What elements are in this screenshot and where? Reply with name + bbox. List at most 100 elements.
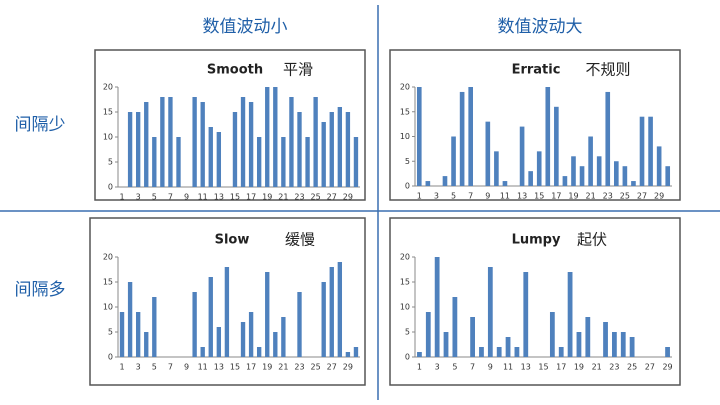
x-tick-label: 5 (152, 363, 157, 372)
x-tick-label: 15 (230, 193, 240, 202)
x-tick-label: 29 (662, 363, 672, 372)
x-tick-label: 23 (603, 192, 613, 201)
x-tick-label: 21 (586, 192, 596, 201)
bar (554, 106, 559, 186)
y-tick-label: 20 (103, 83, 113, 92)
x-tick-label: 19 (574, 363, 584, 372)
y-tick-label: 15 (103, 278, 113, 287)
bar (240, 322, 246, 357)
y-tick-label: 0 (108, 353, 113, 362)
bar (656, 146, 662, 186)
bar (216, 327, 222, 357)
bar (470, 317, 475, 357)
bar (496, 347, 502, 357)
bar (479, 347, 484, 357)
y-tick-label: 5 (405, 328, 410, 337)
bar (425, 312, 431, 357)
x-tick-label: 25 (620, 192, 630, 201)
bar (451, 136, 456, 186)
bar (571, 156, 576, 186)
bar (127, 282, 133, 357)
x-tick-label: 7 (168, 363, 173, 372)
y-tick-label: 10 (400, 303, 410, 312)
bar (321, 282, 326, 357)
x-tick-label: 15 (230, 363, 240, 372)
x-tick-label: 15 (538, 363, 548, 372)
y-tick-label: 5 (108, 328, 113, 337)
bar (337, 107, 343, 187)
bar (265, 87, 270, 187)
x-tick-label: 21 (592, 363, 602, 372)
bar (417, 352, 422, 357)
bar (494, 151, 499, 186)
x-tick-label: 15 (534, 192, 544, 201)
bar (281, 317, 286, 357)
x-tick-label: 17 (246, 193, 256, 202)
x-tick-label: 9 (485, 192, 490, 201)
x-tick-label: 19 (262, 193, 272, 202)
bar (135, 112, 141, 187)
x-tick-label: 29 (654, 192, 664, 201)
chart-title: Smooth (207, 63, 263, 78)
bar (289, 97, 294, 187)
x-tick-label: 9 (184, 193, 189, 202)
bar (353, 137, 359, 187)
x-tick-label: 13 (214, 363, 224, 372)
bar (240, 97, 246, 187)
x-tick-label: 1 (417, 363, 422, 372)
bar (505, 337, 511, 357)
x-tick-label: 3 (136, 193, 141, 202)
y-tick-label: 0 (405, 182, 410, 191)
bar (265, 272, 270, 357)
bar (152, 137, 157, 187)
bar (425, 181, 431, 186)
chart-title: Erratic (512, 63, 561, 78)
bar (345, 112, 351, 187)
bar (224, 267, 230, 357)
bar (119, 312, 125, 357)
bar (160, 97, 165, 187)
chart-subtitle: 缓慢 (285, 231, 315, 249)
bar (168, 97, 173, 187)
row-header: 间隔多 (15, 280, 66, 300)
x-tick-label: 21 (278, 363, 288, 372)
bar (135, 312, 141, 357)
bar (528, 171, 533, 186)
bar (452, 297, 458, 357)
y-tick-label: 20 (400, 253, 410, 262)
bar (353, 347, 359, 357)
bar (485, 121, 491, 186)
bar (603, 322, 608, 357)
bar (629, 337, 635, 357)
y-tick-label: 15 (103, 108, 113, 117)
row-header: 间隔少 (15, 115, 66, 135)
y-tick-label: 20 (400, 83, 410, 92)
bar (562, 176, 568, 186)
bar (200, 347, 205, 357)
bar (514, 347, 520, 357)
bar (273, 87, 278, 187)
x-tick-label: 1 (119, 193, 124, 202)
bar (614, 161, 619, 186)
x-tick-label: 7 (168, 193, 173, 202)
x-tick-label: 25 (311, 363, 321, 372)
x-tick-label: 11 (198, 193, 208, 202)
bar (545, 87, 551, 186)
x-tick-label: 7 (468, 192, 473, 201)
bar (639, 116, 645, 186)
y-tick-label: 10 (103, 133, 113, 142)
x-tick-label: 1 (417, 192, 422, 201)
bar (579, 166, 585, 186)
bar (192, 292, 197, 357)
x-tick-label: 17 (556, 363, 566, 372)
x-tick-label: 19 (568, 192, 578, 201)
bar (523, 272, 529, 357)
x-tick-label: 23 (294, 193, 304, 202)
bar (648, 116, 653, 186)
bar (622, 166, 628, 186)
bar (665, 347, 670, 357)
bar (232, 112, 238, 187)
x-tick-label: 27 (327, 193, 337, 202)
bar (665, 166, 671, 186)
